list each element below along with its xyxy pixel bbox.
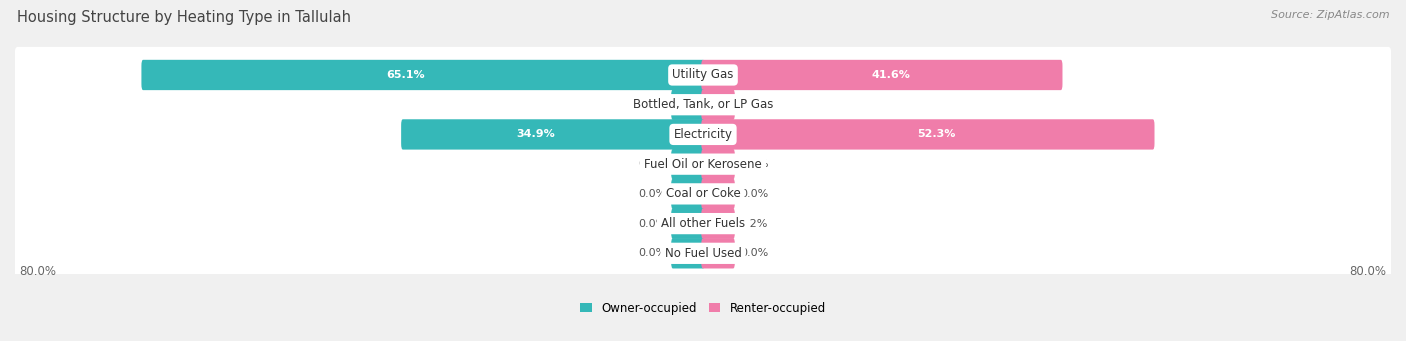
Text: Bottled, Tank, or LP Gas: Bottled, Tank, or LP Gas <box>633 98 773 111</box>
Text: Utility Gas: Utility Gas <box>672 69 734 81</box>
FancyBboxPatch shape <box>702 60 1063 90</box>
Text: No Fuel Used: No Fuel Used <box>665 247 741 260</box>
FancyBboxPatch shape <box>14 195 1392 252</box>
Text: 80.0%: 80.0% <box>20 265 56 278</box>
Text: 80.0%: 80.0% <box>1350 265 1386 278</box>
FancyBboxPatch shape <box>671 179 704 209</box>
FancyBboxPatch shape <box>702 149 735 179</box>
Text: 0.0%: 0.0% <box>638 189 666 199</box>
Text: 0.0%: 0.0% <box>740 248 768 258</box>
Text: 0.0%: 0.0% <box>638 159 666 169</box>
Legend: Owner-occupied, Renter-occupied: Owner-occupied, Renter-occupied <box>575 297 831 319</box>
Text: 2.2%: 2.2% <box>740 159 769 169</box>
Text: Housing Structure by Heating Type in Tallulah: Housing Structure by Heating Type in Tal… <box>17 10 352 25</box>
Text: 52.3%: 52.3% <box>917 130 956 139</box>
Text: 0.0%: 0.0% <box>740 189 768 199</box>
FancyBboxPatch shape <box>702 238 735 268</box>
FancyBboxPatch shape <box>671 149 704 179</box>
FancyBboxPatch shape <box>14 225 1392 281</box>
FancyBboxPatch shape <box>671 208 704 239</box>
FancyBboxPatch shape <box>14 166 1392 222</box>
FancyBboxPatch shape <box>14 77 1392 133</box>
Text: Fuel Oil or Kerosene: Fuel Oil or Kerosene <box>644 158 762 170</box>
FancyBboxPatch shape <box>142 60 704 90</box>
FancyBboxPatch shape <box>671 90 704 120</box>
Text: Coal or Coke: Coal or Coke <box>665 187 741 201</box>
Text: 1.2%: 1.2% <box>740 219 768 228</box>
Text: 0.0%: 0.0% <box>638 219 666 228</box>
Text: 34.9%: 34.9% <box>516 130 555 139</box>
FancyBboxPatch shape <box>14 106 1392 163</box>
Text: Electricity: Electricity <box>673 128 733 141</box>
FancyBboxPatch shape <box>702 208 735 239</box>
FancyBboxPatch shape <box>702 179 735 209</box>
FancyBboxPatch shape <box>702 119 1154 150</box>
Text: 65.1%: 65.1% <box>387 70 425 80</box>
FancyBboxPatch shape <box>401 119 704 150</box>
Text: All other Fuels: All other Fuels <box>661 217 745 230</box>
FancyBboxPatch shape <box>702 90 735 120</box>
FancyBboxPatch shape <box>671 238 704 268</box>
Text: 41.6%: 41.6% <box>872 70 910 80</box>
FancyBboxPatch shape <box>14 47 1392 103</box>
Text: 0.0%: 0.0% <box>638 100 666 110</box>
Text: Source: ZipAtlas.com: Source: ZipAtlas.com <box>1271 10 1389 20</box>
Text: 2.7%: 2.7% <box>740 100 769 110</box>
FancyBboxPatch shape <box>14 136 1392 192</box>
Text: 0.0%: 0.0% <box>638 248 666 258</box>
